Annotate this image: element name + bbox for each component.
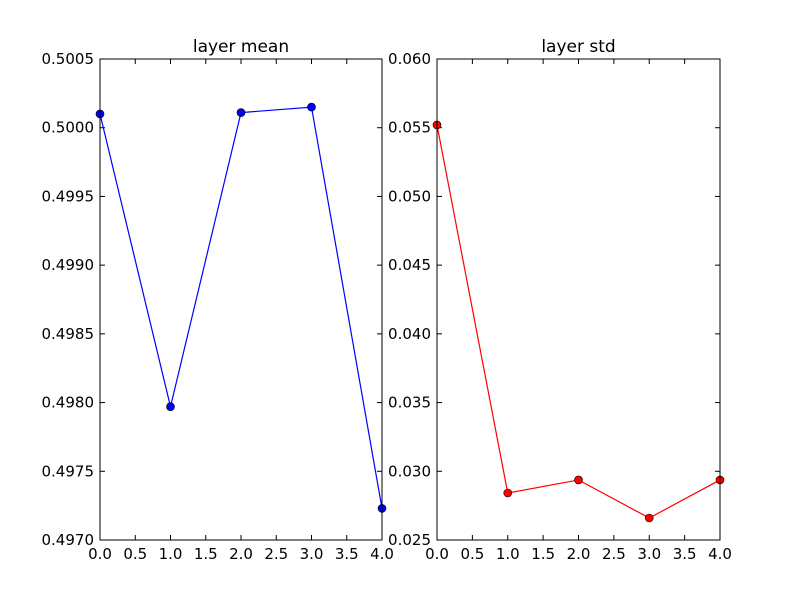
y-tick-label: 0.4985 [42, 325, 95, 343]
axes-frame [99, 58, 383, 541]
data-point [236, 108, 246, 117]
y-tick-label: 0.045 [388, 256, 431, 274]
x-tick-label: 3.5 [335, 545, 359, 563]
x-tick-label: 3.0 [300, 545, 324, 563]
x-tick-label: 3.0 [637, 545, 661, 563]
y-tick-label: 0.050 [388, 187, 431, 205]
y-tick-label: 0.030 [388, 462, 431, 480]
x-tick-label: 4.0 [370, 545, 394, 563]
y-tick-label: 0.025 [388, 531, 431, 549]
y-tick-label: 0.4975 [42, 462, 95, 480]
data-point [166, 402, 175, 411]
x-tick-label: 2.5 [264, 545, 288, 563]
x-tick-label: 1.0 [159, 545, 183, 563]
data-point [574, 475, 583, 485]
y-tick-label: 0.4990 [42, 256, 95, 274]
x-tick-label: 1.5 [194, 545, 218, 563]
y-tick-label: 0.4970 [42, 531, 95, 549]
y-tick-label: 0.5000 [42, 119, 95, 137]
y-tick-label: 0.035 [388, 394, 431, 412]
chart-title: layer mean [193, 37, 289, 57]
data-point [307, 102, 316, 112]
y-tick-label: 0.4980 [42, 394, 95, 412]
x-tick-label: 0.5 [460, 545, 484, 563]
y-tick-label: 0.4995 [42, 187, 95, 205]
y-tick-label: 0.060 [388, 50, 431, 68]
chart-title: layer std [541, 37, 615, 57]
x-tick-label: 4.0 [708, 545, 732, 563]
y-tick-label: 0.040 [388, 325, 431, 343]
data-line [99, 106, 383, 509]
x-tick-label: 1.5 [531, 545, 555, 563]
x-tick-label: 3.5 [673, 545, 697, 563]
x-tick-label: 0.0 [425, 545, 449, 563]
x-tick-label: 2.0 [229, 545, 253, 563]
x-tick-label: 2.5 [602, 545, 626, 563]
data-point [644, 513, 654, 523]
x-tick-label: 0.0 [88, 545, 112, 563]
x-tick-label: 2.0 [567, 545, 591, 563]
axes-frame [436, 58, 721, 541]
x-tick-label: 0.5 [123, 545, 147, 563]
y-tick-label: 0.5005 [42, 50, 95, 68]
data-point [503, 488, 513, 498]
data-line [436, 124, 721, 519]
x-tick-label: 1.0 [496, 545, 520, 563]
y-tick-label: 0.055 [388, 119, 431, 137]
